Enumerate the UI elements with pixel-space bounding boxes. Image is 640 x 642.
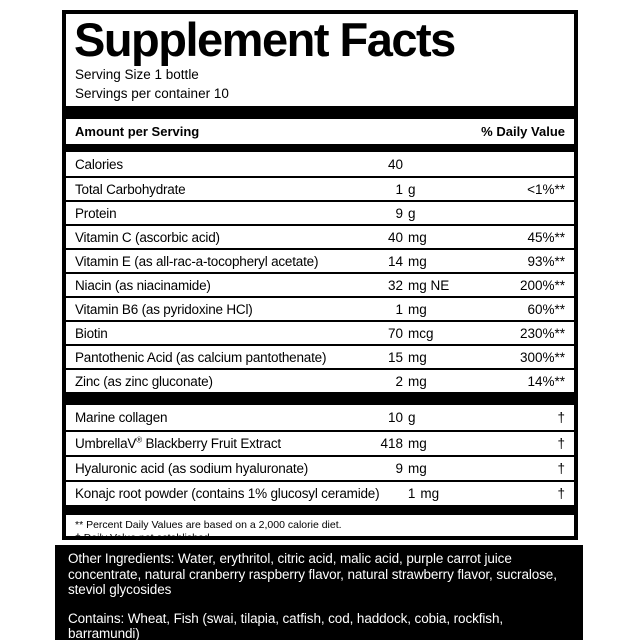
nutrient-dv: 300%**: [519, 349, 565, 365]
nutrient-amount: 418: [380, 436, 403, 451]
nutrient-name: Total Carbohydrate: [75, 181, 186, 197]
nutrient-dv: 60%**: [527, 301, 565, 317]
supplement-facts-label: Supplement Facts Serving Size 1 bottle S…: [62, 10, 578, 540]
nutrient-dv: 230%**: [519, 325, 565, 341]
nutrient-row: Total Carbohydrate 1 g <1%**: [66, 176, 574, 200]
nutrient-dv: 200%**: [519, 277, 565, 293]
footnote-percent-daily-values: ** Percent Daily Values are based on a 2…: [75, 519, 342, 531]
nutrient-name: Vitamin E (as all-rac-a-tocopheryl aceta…: [75, 253, 319, 269]
nutrient-amount: 1: [407, 486, 416, 501]
nutrient-amount: 1: [395, 181, 403, 197]
nutrient-name: Pantothenic Acid (as calcium pantothenat…: [75, 349, 327, 365]
nutrient-row: Vitamin E (as all-rac-a-tocopheryl aceta…: [66, 248, 574, 272]
column-header-row: Amount per Serving % Daily Value: [66, 119, 574, 144]
nutrient-amount: 40: [387, 156, 403, 172]
nutrient-dv: †: [557, 486, 565, 501]
nutrient-row: Marine collagen 10 g †: [66, 405, 574, 430]
nutrient-name: Hyaluronic acid (as sodium hyaluronate): [75, 461, 309, 476]
nutrient-amount: 32: [387, 277, 403, 293]
other-ingredients-text: Other Ingredients: Water, erythritol, ci…: [68, 551, 557, 597]
nutrient-unit: mg: [408, 436, 427, 451]
serving-size: Serving Size 1 bottle: [75, 67, 199, 82]
nutrient-row: Vitamin C (ascorbic acid) 40 mg 45%**: [66, 224, 574, 248]
nutrient-row: Pantothenic Acid (as calcium pantothenat…: [66, 344, 574, 368]
nutrient-unit: g: [408, 205, 416, 221]
nutrient-dv: †: [557, 461, 565, 476]
nutrient-name: Zinc (as zinc gluconate): [75, 373, 213, 389]
medium-separator: [66, 144, 574, 152]
nutrient-row: Konajc root powder (contains 1% glucosyl…: [66, 480, 574, 505]
nutrient-dv: †: [557, 410, 565, 425]
nutrient-unit: mg: [408, 373, 427, 389]
nutrient-name: Niacin (as niacinamide): [75, 277, 211, 293]
nutrient-unit: mg NE: [408, 277, 450, 293]
contains-text: Contains: Wheat, Fish (swai, tilapia, ca…: [68, 610, 503, 642]
nutrient-unit: mg: [408, 253, 427, 269]
nutrient-dv: 45%**: [527, 229, 565, 245]
nutrient-dv: 93%**: [527, 253, 565, 269]
footnotes: ** Percent Daily Values are based on a 2…: [66, 519, 574, 540]
nutrient-unit: g: [408, 181, 416, 197]
nutrient-row: Protein 9 g: [66, 200, 574, 224]
nutrient-unit: g: [408, 410, 416, 425]
registered-trademark-symbol: ®: [136, 435, 142, 445]
nutrient-amount: 15: [387, 349, 403, 365]
nutrient-unit: mg: [408, 301, 427, 317]
nutrient-unit: mg: [420, 486, 440, 501]
amount-per-serving-header: Amount per Serving: [75, 124, 200, 139]
nutrient-row: Zinc (as zinc gluconate) 2 mg 14%**: [66, 368, 574, 392]
thick-separator-bottom: [66, 505, 574, 515]
facts-title: Supplement Facts: [74, 13, 456, 66]
nutrient-unit: mg: [408, 349, 427, 365]
nutrient-amount: 9: [395, 205, 403, 221]
blend-rows-section: Marine collagen 10 g † UmbrellaV® Blackb…: [66, 405, 574, 505]
nutrient-row: Niacin (as niacinamide) 32 mg NE 200%**: [66, 272, 574, 296]
nutrient-name: Protein: [75, 205, 117, 221]
nutrient-name: Vitamin B6 (as pyridoxine HCl): [75, 301, 253, 317]
thick-separator-middle: [66, 392, 574, 405]
nutrient-row: Calories 40: [66, 152, 574, 176]
nutrient-row: UmbrellaV® Blackberry Fruit Extract 418 …: [66, 430, 574, 455]
nutrient-amount: 2: [395, 373, 403, 389]
nutrient-unit: mg: [408, 229, 427, 245]
thick-separator-top: [66, 106, 574, 119]
nutrient-name: Calories: [75, 156, 123, 172]
daily-value-header: % Daily Value: [481, 124, 565, 139]
nutrient-rows-section: Calories 40 Total Carbohydrate 1 g <1%**…: [66, 152, 574, 392]
nutrient-unit: mg: [408, 461, 427, 476]
nutrient-name: Marine collagen: [75, 410, 168, 425]
nutrient-row: Hyaluronic acid (as sodium hyaluronate) …: [66, 455, 574, 480]
footnote-dv-not-established: † Daily Value not established.: [75, 531, 213, 540]
nutrient-name: UmbrellaV® Blackberry Fruit Extract: [75, 435, 281, 451]
nutrient-amount: 70: [387, 325, 403, 341]
nutrient-row: Vitamin B6 (as pyridoxine HCl) 1 mg 60%*…: [66, 296, 574, 320]
nutrient-unit: mcg: [408, 325, 434, 341]
nutrient-amount: 10: [387, 410, 403, 425]
nutrient-amount: 1: [395, 301, 403, 317]
nutrient-name: Konajc root powder (contains 1% glucosyl…: [75, 486, 380, 501]
nutrient-amount: 9: [395, 461, 403, 476]
nutrient-name: Biotin: [75, 325, 108, 341]
nutrient-row: Biotin 70 mcg 230%**: [66, 320, 574, 344]
nutrient-amount: 14: [387, 253, 403, 269]
servings-per-container: Servings per container 10: [75, 86, 229, 101]
nutrient-dv: 14%**: [527, 373, 565, 389]
ingredients-panel: Other Ingredients: Water, erythritol, ci…: [55, 545, 583, 642]
nutrient-dv: <1%**: [527, 181, 565, 197]
nutrient-name: Vitamin C (ascorbic acid): [75, 229, 220, 245]
nutrient-dv: †: [557, 436, 565, 451]
nutrient-amount: 40: [387, 229, 403, 245]
